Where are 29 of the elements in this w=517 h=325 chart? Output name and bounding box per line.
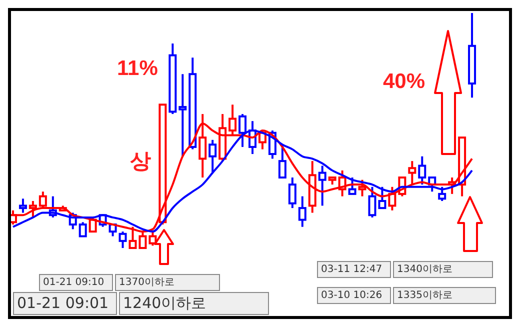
annotation: 40% <box>383 70 426 94</box>
text: 1370이하로 <box>115 274 220 291</box>
candlestick <box>38 190 47 210</box>
candlestick <box>28 200 37 218</box>
candlestick <box>78 221 87 238</box>
candlestick <box>208 138 217 174</box>
text: 03-11 12:47 <box>317 261 391 278</box>
text: 1340이하로 <box>393 261 493 278</box>
candlestick <box>348 176 356 195</box>
candlestick <box>18 198 27 214</box>
annotation: 상 <box>130 149 151 175</box>
candlestick <box>278 144 286 178</box>
text: 1335이하로 <box>393 287 496 304</box>
candlestick <box>288 176 296 210</box>
candlestick <box>438 186 446 202</box>
text: 1240이하로 <box>119 292 269 314</box>
candlestick <box>358 178 366 198</box>
candlestick <box>418 155 426 186</box>
candlestick <box>148 230 157 247</box>
candlestick <box>368 186 376 218</box>
annotation: 11% <box>117 57 158 81</box>
candlestick <box>378 186 386 210</box>
candlestick <box>298 195 306 228</box>
candlestick <box>318 164 326 207</box>
candlestick <box>408 160 416 186</box>
text: 01-21 09:01 <box>13 292 117 314</box>
text: 03-10 10:26 <box>317 287 391 304</box>
text: 01-21 09:10 <box>39 274 113 291</box>
candlestick <box>178 73 187 158</box>
